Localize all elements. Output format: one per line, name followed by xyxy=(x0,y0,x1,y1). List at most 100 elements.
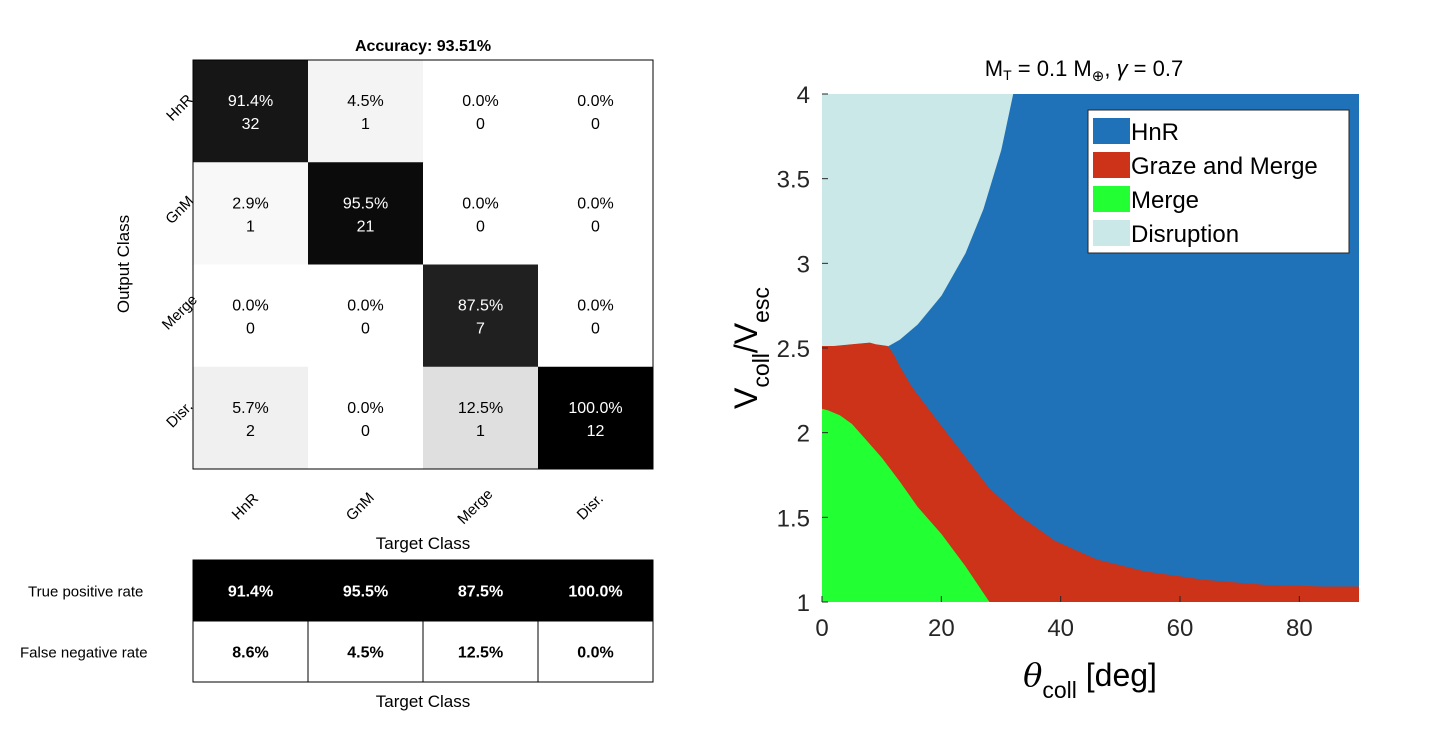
cell-count: 1 xyxy=(361,116,370,133)
legend-entry: HnR xyxy=(1131,119,1179,146)
summary-row-label: True positive rate xyxy=(28,584,143,601)
cell-count: 21 xyxy=(357,218,375,235)
legend-entry: Graze and Merge xyxy=(1131,153,1318,180)
cell-count: 0 xyxy=(591,321,600,338)
x-tick-label: 20 xyxy=(928,615,955,642)
row-class-label: GnM xyxy=(162,193,197,228)
cell-count: 0 xyxy=(476,218,485,235)
cell-count: 0 xyxy=(361,423,370,440)
cell-count: 7 xyxy=(476,321,485,338)
matrix-cell xyxy=(193,264,309,368)
matrix-cell xyxy=(308,60,424,163)
x-tick-label: 0 xyxy=(815,615,828,642)
x-tick-label: 80 xyxy=(1286,615,1313,642)
summary-value: 87.5% xyxy=(458,584,503,601)
title-sub-t: T xyxy=(1003,67,1012,83)
matrix-cell xyxy=(538,162,654,265)
summary-value: 100.0% xyxy=(568,584,622,601)
title-gamma: γ xyxy=(1117,56,1130,81)
legend-swatch xyxy=(1093,186,1130,212)
y-label-v1: V xyxy=(728,387,764,409)
cell-count: 1 xyxy=(246,218,255,235)
region-plot-title: MT = 0.1 M⊕, γ = 0.7 xyxy=(985,56,1183,85)
matrix-cell xyxy=(193,162,309,265)
output-class-label: Output Class xyxy=(114,215,133,313)
cell-count: 0 xyxy=(591,218,600,235)
target-class-label: Target Class xyxy=(376,534,470,553)
title-end: = 0.7 xyxy=(1128,56,1184,81)
summary-cell xyxy=(307,620,424,683)
y-tick-label: 3.5 xyxy=(777,167,810,194)
cell-percent: 91.4% xyxy=(228,93,273,110)
matrix-cell xyxy=(308,162,424,265)
y-axis-label: Vcoll/Vesc xyxy=(728,287,774,409)
x-tick-label: 60 xyxy=(1167,615,1194,642)
y-tick-label: 1 xyxy=(797,590,810,617)
title-comma: , xyxy=(1104,56,1116,81)
summary-cell xyxy=(537,620,654,683)
legend: HnR Graze and Merge Merge Disruption xyxy=(1087,109,1350,254)
matrix-cell xyxy=(423,60,539,163)
matrix-cell xyxy=(538,264,654,368)
y-label-slash: /V xyxy=(728,322,764,353)
matrix-cell xyxy=(423,264,539,368)
y-tick-label: 4 xyxy=(797,82,810,109)
cell-percent: 0.0% xyxy=(347,298,383,315)
cell-count: 0 xyxy=(591,116,600,133)
summary-row-label: False negative rate xyxy=(20,645,148,662)
summary-target-class-label: Target Class xyxy=(376,692,470,711)
legend-box xyxy=(1087,109,1350,254)
cell-percent: 2.9% xyxy=(232,195,268,212)
column-class-label: GnM xyxy=(343,489,378,524)
summary-cell xyxy=(422,620,539,683)
title-eq: = 0.1 M xyxy=(1012,56,1092,81)
y-tick-label: 3 xyxy=(797,251,810,278)
legend-swatch xyxy=(1093,152,1130,178)
cell-count: 0 xyxy=(476,116,485,133)
cell-percent: 4.5% xyxy=(347,93,383,110)
legend-swatch xyxy=(1093,118,1130,144)
axes-ticks: 0 20 40 60 80 1 1.5 2 2.5 3 3.5 4 xyxy=(777,82,1313,642)
matrix-cell xyxy=(193,60,309,163)
y-tick-label: 1.5 xyxy=(777,505,810,532)
matrix-cell xyxy=(193,366,309,470)
region-plot-panel: MT = 0.1 M⊕, γ = 0.7 0 20 40 60 80 1 1.5 2 2.5 3 3… xyxy=(728,56,1359,703)
summary-value: 8.6% xyxy=(232,645,268,662)
cell-percent: 12.5% xyxy=(458,400,503,417)
confusion-column-labels: HnR GnM Merge Disr. xyxy=(229,486,607,528)
y-label-sub2: esc xyxy=(748,287,774,323)
confusion-matrix-panel: Accuracy: 93.51% 91.4% 32 4.5% 1 0.0% 0 0.0% 0 2… xyxy=(20,38,654,711)
matrix-cell xyxy=(423,366,539,470)
x-tick-label: 40 xyxy=(1047,615,1074,642)
cell-count: 1 xyxy=(476,423,485,440)
cell-percent: 0.0% xyxy=(347,400,383,417)
confusion-frame xyxy=(192,59,654,470)
cell-percent: 100.0% xyxy=(568,400,622,417)
cell-percent: 95.5% xyxy=(343,195,388,212)
matrix-cell xyxy=(308,366,424,470)
row-class-label: Disr. xyxy=(163,398,196,431)
column-class-label: HnR xyxy=(229,490,262,523)
matrix-cell xyxy=(423,162,539,265)
cell-percent: 0.0% xyxy=(462,195,498,212)
cell-percent: 0.0% xyxy=(577,195,613,212)
summary-value: 4.5% xyxy=(347,645,383,662)
matrix-cell xyxy=(308,264,424,368)
cell-percent: 87.5% xyxy=(458,298,503,315)
rate-summary-table: True positive rate 91.4% 95.5% 87.5% 100.0% F… xyxy=(20,559,654,683)
region-graze-and-merge xyxy=(822,342,1359,602)
matrix-cell xyxy=(538,366,654,470)
cell-count: 32 xyxy=(242,116,260,133)
cell-count: 2 xyxy=(246,423,255,440)
summary-value: 91.4% xyxy=(228,584,273,601)
title-m: M xyxy=(985,56,1003,81)
cell-percent: 0.0% xyxy=(577,93,613,110)
cell-count: 0 xyxy=(361,321,370,338)
cell-percent: 5.7% xyxy=(232,400,268,417)
region-merge xyxy=(822,408,990,602)
y-tick-label: 2 xyxy=(797,421,810,448)
x-label-sub: coll xyxy=(1042,677,1077,703)
summary-cell xyxy=(192,620,309,683)
cell-percent: 0.0% xyxy=(462,93,498,110)
